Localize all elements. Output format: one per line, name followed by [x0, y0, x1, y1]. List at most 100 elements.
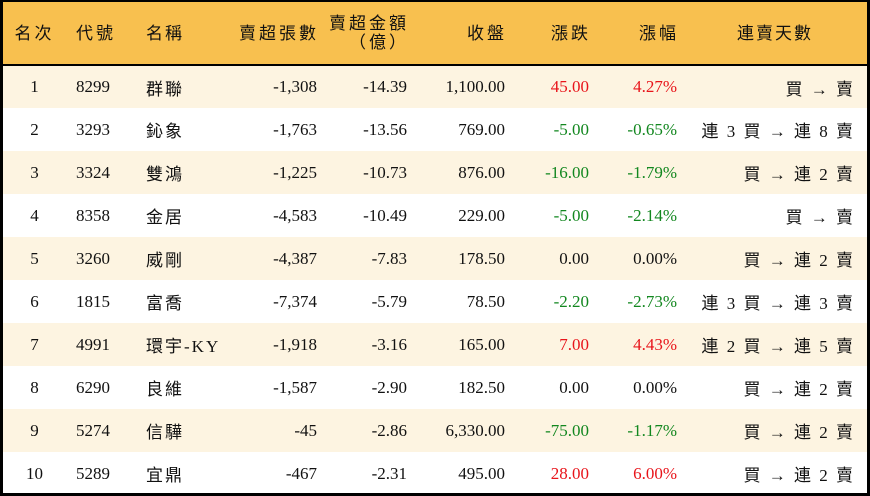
cell-price-change: -16.00 — [545, 162, 589, 182]
table-row[interactable]: 2 3293 鈊象 -1,763 -13.56 769.00 -5.00 -0.… — [3, 108, 867, 151]
cell-sell-streak: 買 → 賣 — [785, 79, 855, 99]
cell-net-sell-lots: -1,763 — [273, 119, 317, 139]
cell-sell-streak: 連 3 買 → 連 8 賣 — [701, 122, 855, 141]
cell-rank: 7 — [30, 334, 39, 354]
cell-rank: 9 — [30, 420, 39, 440]
cell-net-sell-amount: -14.39 — [363, 77, 407, 96]
cell-sell-streak: 買 → 連 2 賣 — [743, 251, 855, 270]
header-net-sell-amount[interactable]: 賣超金額 （億） — [323, 2, 413, 66]
header-row: 名次 代號 名稱 賣超張數 賣超金額 （億） 收盤 漲跌 漲幅 連賣天數 — [3, 2, 867, 66]
cell-sell-streak: 買 → 連 2 賣 — [743, 380, 855, 399]
cell-stock-code: 6290 — [76, 377, 110, 397]
cell-price-change: 28.00 — [550, 463, 589, 483]
header-sell-streak[interactable]: 連賣天數 — [683, 2, 867, 66]
cell-close-price: 495.00 — [458, 463, 505, 483]
cell-price-change: 0.00 — [559, 248, 589, 268]
cell-stock-name: 威剛 — [146, 251, 184, 270]
header-name[interactable]: 名稱 — [134, 2, 222, 66]
cell-stock-code: 3260 — [76, 248, 110, 268]
header-rank[interactable]: 名次 — [3, 2, 66, 66]
cell-stock-code: 5289 — [76, 463, 110, 483]
cell-net-sell-amount: -2.31 — [371, 463, 407, 483]
cell-price-change: -5.00 — [553, 205, 589, 225]
cell-price-change: -5.00 — [553, 119, 589, 139]
cell-rank: 1 — [30, 77, 39, 96]
cell-change-pct: -2.14% — [627, 205, 677, 225]
cell-close-price: 229.00 — [458, 205, 505, 225]
cell-net-sell-amount: -7.83 — [371, 248, 407, 268]
cell-close-price: 6,330.00 — [445, 420, 506, 440]
cell-sell-streak: 買 → 賣 — [785, 208, 855, 227]
header-net-sell-amount-label: 賣超金額 — [329, 14, 409, 33]
cell-stock-name: 富喬 — [146, 294, 184, 313]
cell-net-sell-lots: -1,308 — [273, 77, 317, 96]
cell-stock-code: 4991 — [76, 334, 110, 354]
cell-sell-streak: 買 → 連 2 賣 — [743, 165, 855, 184]
cell-change-pct: -1.79% — [627, 162, 677, 182]
cell-change-pct: 4.43% — [633, 334, 677, 354]
cell-net-sell-amount: -10.73 — [363, 162, 407, 182]
cell-sell-streak: 連 2 買 → 連 5 賣 — [701, 337, 855, 356]
cell-net-sell-lots: -1,587 — [273, 377, 317, 397]
cell-rank: 8 — [30, 377, 39, 397]
table-row[interactable]: 4 8358 金居 -4,583 -10.49 229.00 -5.00 -2.… — [3, 194, 867, 237]
cell-stock-code: 8299 — [76, 77, 110, 96]
table-row[interactable]: 9 5274 信驊 -45 -2.86 6,330.00 -75.00 -1.1… — [3, 409, 867, 452]
table-row[interactable]: 7 4991 環宇-KY -1,918 -3.16 165.00 7.00 4.… — [3, 323, 867, 366]
cell-net-sell-amount: -10.49 — [363, 205, 407, 225]
cell-sell-streak: 買 → 連 2 賣 — [743, 466, 855, 485]
cell-net-sell-lots: -4,387 — [273, 248, 317, 268]
cell-price-change: -2.20 — [553, 291, 589, 311]
cell-change-pct: -1.17% — [627, 420, 677, 440]
header-change-pct[interactable]: 漲幅 — [595, 2, 683, 66]
cell-change-pct: 0.00% — [633, 377, 677, 397]
cell-price-change: 45.00 — [550, 77, 589, 96]
cell-stock-name: 金居 — [146, 208, 184, 227]
header-net-sell-lots[interactable]: 賣超張數 — [222, 2, 323, 66]
cell-net-sell-lots: -4,583 — [273, 205, 317, 225]
cell-rank: 10 — [26, 463, 43, 483]
cell-sell-streak: 連 3 買 → 連 3 賣 — [701, 294, 855, 313]
cell-net-sell-amount: -13.56 — [363, 119, 407, 139]
cell-change-pct: 0.00% — [633, 248, 677, 268]
table-row[interactable]: 10 5289 宜鼎 -467 -2.31 495.00 28.00 6.00%… — [3, 452, 867, 495]
cell-stock-name: 信驊 — [146, 423, 184, 442]
header-code[interactable]: 代號 — [66, 2, 134, 66]
cell-rank: 6 — [30, 291, 39, 311]
table-row[interactable]: 1 8299 群聯 -1,308 -14.39 1,100.00 45.00 4… — [3, 65, 867, 108]
cell-net-sell-amount: -3.16 — [371, 334, 407, 354]
cell-close-price: 165.00 — [458, 334, 505, 354]
cell-close-price: 78.50 — [466, 291, 505, 311]
cell-stock-code: 5274 — [76, 420, 110, 440]
cell-stock-name: 群聯 — [146, 79, 184, 99]
cell-change-pct: -0.65% — [627, 119, 677, 139]
cell-stock-code: 3324 — [76, 162, 110, 182]
header-close[interactable]: 收盤 — [413, 2, 511, 66]
cell-net-sell-lots: -7,374 — [273, 291, 317, 311]
cell-stock-name: 雙鴻 — [146, 165, 184, 184]
table-row[interactable]: 6 1815 富喬 -7,374 -5.79 78.50 -2.20 -2.73… — [3, 280, 867, 323]
cell-close-price: 182.50 — [458, 377, 505, 397]
cell-net-sell-amount: -2.90 — [371, 377, 407, 397]
cell-price-change: 7.00 — [559, 334, 589, 354]
cell-close-price: 1,100.00 — [445, 77, 506, 96]
table-row[interactable]: 3 3324 雙鴻 -1,225 -10.73 876.00 -16.00 -1… — [3, 151, 867, 194]
cell-stock-name: 環宇-KY — [146, 337, 221, 356]
table-header: 名次 代號 名稱 賣超張數 賣超金額 （億） 收盤 漲跌 漲幅 連賣天數 — [3, 2, 867, 66]
cell-stock-name: 宜鼎 — [146, 466, 184, 485]
cell-stock-name: 鈊象 — [146, 122, 184, 141]
table-row[interactable]: 8 6290 良維 -1,587 -2.90 182.50 0.00 0.00%… — [3, 366, 867, 409]
cell-close-price: 178.50 — [458, 248, 505, 268]
cell-net-sell-amount: -5.79 — [371, 291, 407, 311]
cell-rank: 5 — [30, 248, 39, 268]
cell-stock-code: 1815 — [76, 291, 110, 311]
cell-stock-code: 3293 — [76, 119, 110, 139]
cell-change-pct: -2.73% — [627, 291, 677, 311]
cell-net-sell-lots: -45 — [294, 420, 317, 440]
header-net-sell-amount-unit: （億） — [349, 33, 409, 52]
cell-net-sell-amount: -2.86 — [371, 420, 407, 440]
cell-price-change: -75.00 — [545, 420, 589, 440]
header-change[interactable]: 漲跌 — [511, 2, 595, 66]
cell-net-sell-lots: -1,918 — [273, 334, 317, 354]
table-row[interactable]: 5 3260 威剛 -4,387 -7.83 178.50 0.00 0.00%… — [3, 237, 867, 280]
